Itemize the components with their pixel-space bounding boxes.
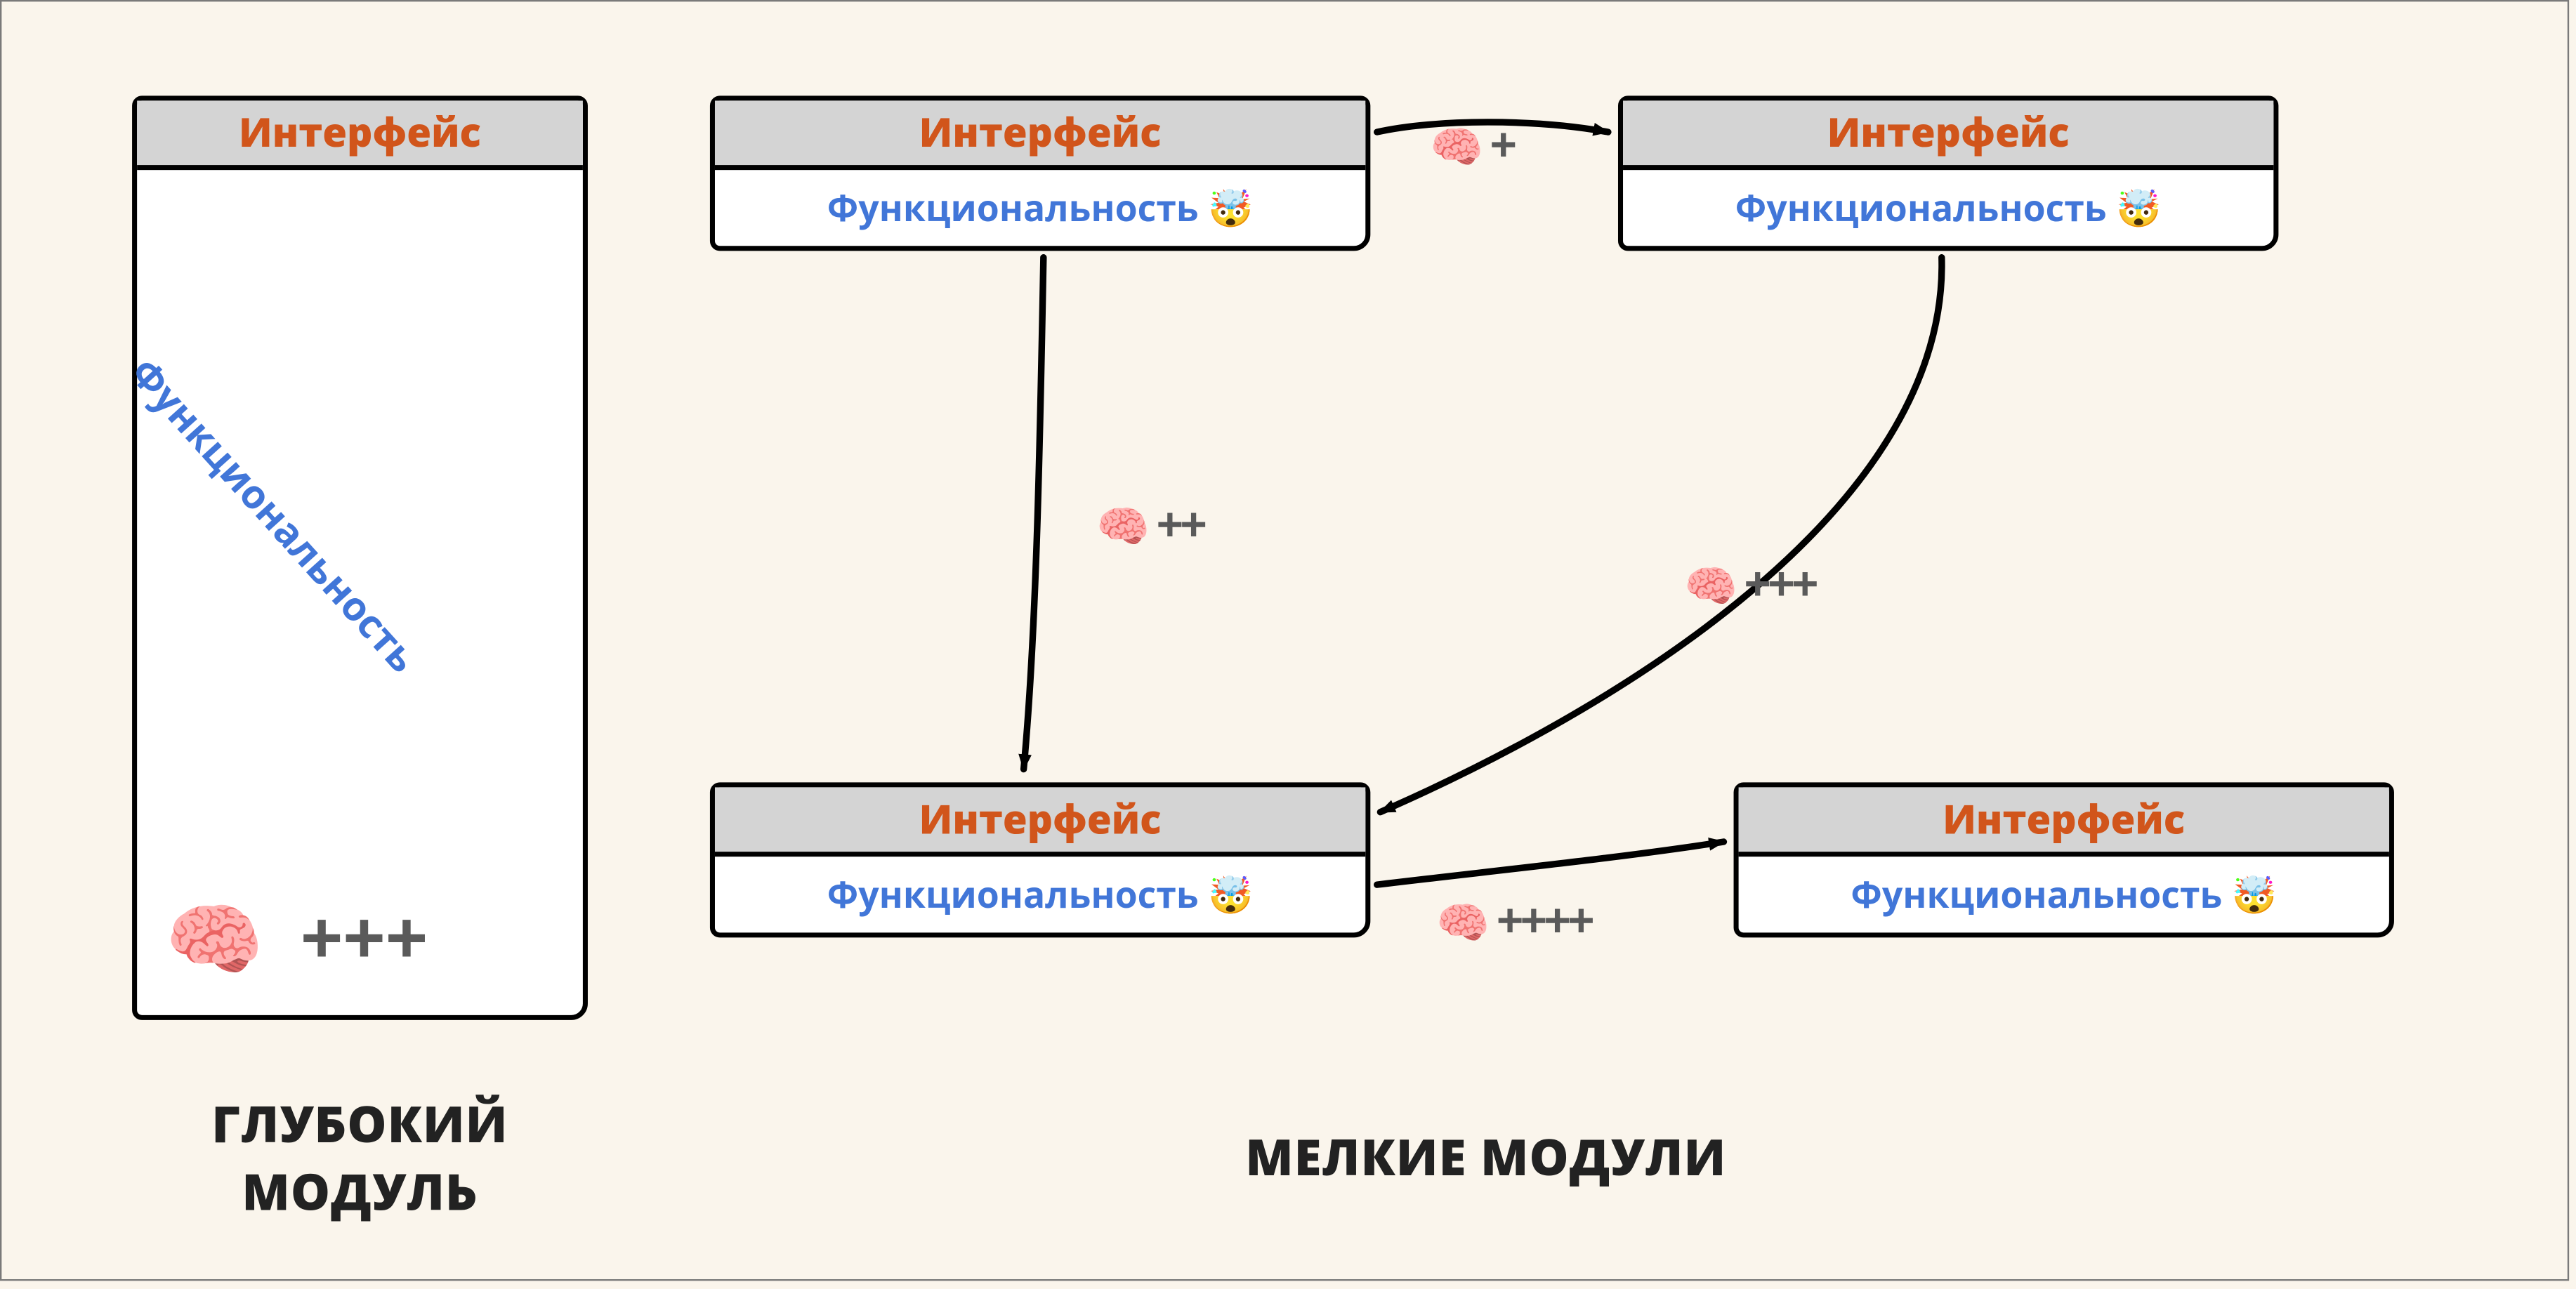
exploding-head-icon: 🤯	[1208, 183, 1253, 233]
shallow-modules-caption: МЕЛКИЕ МОДУЛИ	[991, 1123, 1982, 1190]
functionality-text: Функциональность	[1735, 183, 2107, 233]
edge-cognitive-load-label: 🧠+	[1430, 116, 1513, 176]
brain-icon: 🧠	[1096, 495, 1150, 555]
functionality-text: Функциональность	[827, 870, 1199, 920]
brain-icon: 🧠	[1684, 555, 1737, 614]
shallow-module-functionality-label: Функциональность 🤯	[1623, 170, 2273, 249]
brain-icon: 🧠	[165, 885, 264, 992]
shallow-module-functionality-label: Функциональность 🤯	[715, 170, 1365, 249]
deep-module: Интерфейс	[132, 95, 588, 1020]
deep-caption-line2: МОДУЛЬ	[242, 1157, 478, 1224]
functionality-text: Функциональность	[1851, 870, 2222, 920]
shallow-module-interface-label: Интерфейс	[715, 787, 1365, 857]
shallow-module-interface-label: Интерфейс	[1623, 100, 2273, 170]
shallow-module-interface-label: Интерфейс	[1739, 787, 2389, 857]
shallow-module: ИнтерфейсФункциональность 🤯	[710, 95, 1370, 251]
shallow-module: ИнтерфейсФункциональность 🤯	[1618, 95, 2278, 251]
edge-plus: ++++	[1497, 894, 1591, 947]
shallow-module-functionality-label: Функциональность 🤯	[1739, 857, 2389, 936]
deep-module-interface-label: Интерфейс	[137, 100, 583, 170]
edge-plus: ++	[1157, 498, 1204, 551]
deep-module-complexity-plus: +++	[301, 898, 428, 981]
exploding-head-icon: 🤯	[2116, 183, 2161, 233]
edge-plus: +++	[1744, 558, 1815, 611]
edge-cognitive-load-label: 🧠++	[1096, 495, 1204, 555]
brain-icon: 🧠	[1436, 892, 1490, 951]
shallow-module-interface-label: Интерфейс	[715, 100, 1365, 170]
functionality-text: Функциональность	[827, 183, 1199, 233]
brain-icon: 🧠	[1430, 116, 1483, 176]
edge-plus: +	[1490, 119, 1513, 171]
shallow-module: ИнтерфейсФункциональность 🤯	[710, 782, 1370, 937]
deep-caption-line1: ГЛУБОКИЙ	[211, 1090, 508, 1157]
edge-cognitive-load-label: 🧠++++	[1436, 892, 1591, 951]
shallow-module: ИнтерфейсФункциональность 🤯	[1734, 782, 2394, 937]
exploding-head-icon: 🤯	[2232, 870, 2277, 920]
exploding-head-icon: 🤯	[1208, 870, 1253, 920]
shallow-module-functionality-label: Функциональность 🤯	[715, 857, 1365, 936]
edge-cognitive-load-label: 🧠+++	[1684, 555, 1815, 614]
diagram-stage: Интерфейс Функциональность 🧠 +++ Интерфе…	[0, 0, 2576, 1288]
deep-module-caption: ГЛУБОКИЙ МОДУЛЬ	[119, 1090, 600, 1225]
